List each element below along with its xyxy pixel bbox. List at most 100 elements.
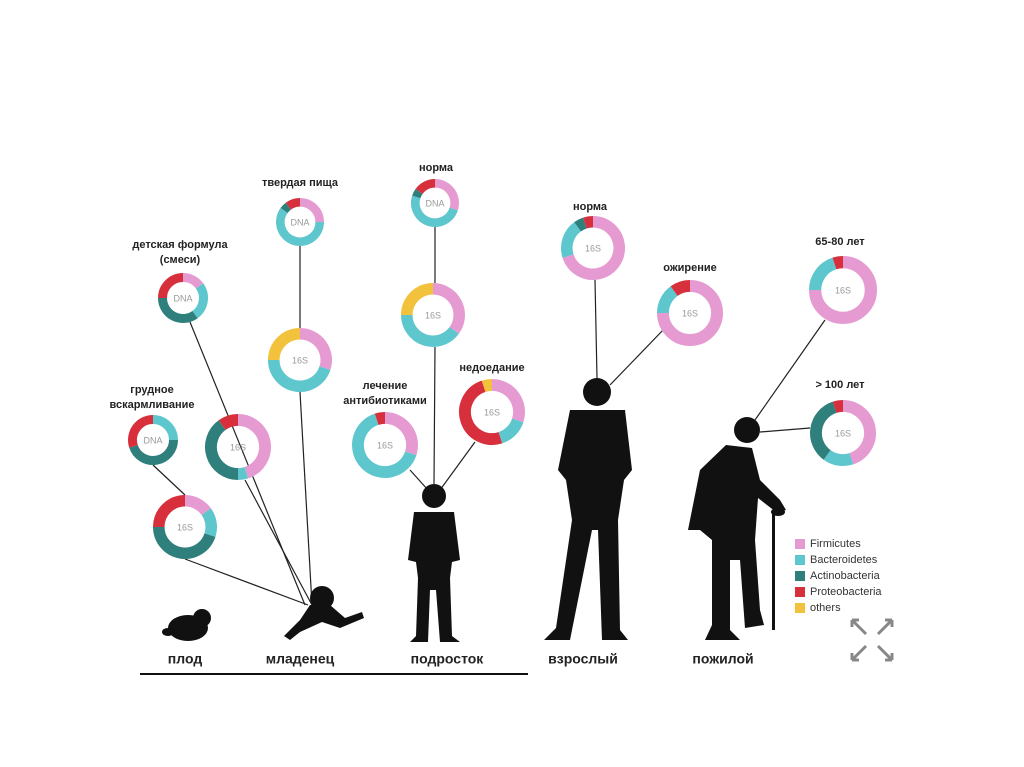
- donut-center-label: 16S: [425, 310, 441, 320]
- connector: [409, 469, 429, 491]
- donut-segment: [276, 207, 324, 246]
- donut-center-label: 16S: [230, 442, 246, 452]
- connector: [439, 441, 476, 491]
- donut-label: норма: [419, 162, 454, 174]
- connector: [594, 279, 598, 379]
- donut-segment: [657, 280, 723, 346]
- donut-center-label: DNA: [290, 217, 309, 227]
- donut-center-label: 16S: [682, 308, 698, 318]
- donut-segment: [268, 359, 331, 392]
- donut-segment: [384, 412, 418, 456]
- silhouettes: [162, 378, 786, 642]
- donut-segment: [842, 400, 876, 465]
- legend-swatch: [795, 603, 805, 613]
- legend-label: Proteobacteria: [810, 586, 882, 598]
- donut-label: ожирение: [663, 262, 717, 274]
- donut-segment: [670, 280, 691, 297]
- donut-center-label: DNA: [173, 293, 192, 303]
- donut-label: 65-80 лет: [815, 236, 865, 248]
- donut-center-label: DNA: [143, 435, 162, 445]
- donut: 16S 65-80 лет: [809, 236, 877, 324]
- donut-segment: [192, 283, 208, 319]
- donut-segment: [561, 222, 582, 258]
- donut-center-label: 16S: [377, 440, 393, 450]
- stage-label: пожилой: [692, 651, 753, 667]
- donut: 16S недоедание: [459, 362, 525, 445]
- connector: [433, 346, 436, 485]
- donut: 16S: [268, 328, 332, 392]
- donut-label: твердая пища: [262, 177, 339, 189]
- donut-segment: [411, 195, 458, 227]
- connector: [609, 327, 666, 386]
- donut-label: антибиотиками: [343, 395, 427, 407]
- donut: DNA твердая пища: [262, 177, 339, 246]
- legend-label: Actinobacteria: [810, 570, 881, 582]
- donut-segment: [459, 380, 503, 445]
- donut-segment: [823, 449, 854, 466]
- legend-label: Bacteroidetes: [810, 554, 878, 566]
- donut-segment: [562, 216, 625, 280]
- connector: [244, 479, 313, 606]
- donut-segment: [809, 256, 877, 324]
- donut-label: (смеси): [160, 254, 201, 266]
- donut-segment: [401, 314, 459, 347]
- donut-center-label: 16S: [484, 407, 500, 417]
- donut-segment: [401, 283, 434, 316]
- elderly: [688, 417, 786, 640]
- stage-label: плод: [168, 651, 203, 667]
- donut-segment: [237, 414, 271, 479]
- legend-label: others: [810, 602, 841, 614]
- donut: DNA детская формула (смеси): [132, 239, 229, 323]
- donut-segment: [285, 198, 301, 210]
- donut-segment: [352, 413, 417, 478]
- donut-segment: [574, 217, 587, 232]
- donut-segment: [184, 495, 211, 516]
- donut: DNA норма: [411, 162, 459, 227]
- donut-segment: [152, 415, 178, 441]
- donut: 16S лечение антибиотиками: [343, 380, 427, 478]
- donut: 16S > 100 лет: [810, 379, 876, 466]
- donut-segment: [583, 216, 594, 229]
- donut: 16S: [153, 495, 217, 559]
- donut-label: вскармливание: [110, 399, 195, 411]
- donut-segment: [412, 188, 423, 199]
- donut-segment: [158, 273, 184, 299]
- donut-center-label: 16S: [835, 285, 851, 295]
- donut-segment: [832, 400, 844, 413]
- donut-segment: [299, 328, 332, 370]
- donut-segment: [268, 328, 301, 361]
- connectors: [152, 227, 826, 606]
- legend-swatch: [795, 539, 805, 549]
- fetus: [162, 609, 211, 641]
- donut-label: > 100 лет: [815, 379, 865, 391]
- donut-segment: [832, 256, 844, 270]
- donut-center-label: 16S: [585, 243, 601, 253]
- legend-label: Firmicutes: [810, 538, 861, 550]
- stage-label: подросток: [411, 651, 485, 667]
- donut: 16S: [205, 414, 271, 480]
- stage-label: взрослый: [548, 651, 618, 667]
- donut-segment: [809, 257, 837, 291]
- donut-segment: [432, 283, 465, 334]
- donut-segment: [201, 508, 217, 537]
- donut-label: норма: [573, 201, 608, 213]
- donut-label: грудное: [130, 384, 173, 396]
- donut-segment: [129, 439, 178, 465]
- donut: 16S норма: [561, 201, 625, 280]
- child: [408, 484, 460, 642]
- donut-segment: [237, 467, 249, 480]
- connector: [299, 391, 313, 606]
- connector: [152, 464, 186, 496]
- donut-center-label: 16S: [177, 522, 193, 532]
- donut-segment: [491, 379, 525, 423]
- donut-center-label: 16S: [292, 355, 308, 365]
- donut-segment: [415, 179, 436, 195]
- donut: 16S ожирение: [657, 262, 723, 346]
- donut: DNA грудное вскармливание: [110, 384, 195, 465]
- donut-segment: [153, 526, 216, 559]
- donut-center-label: DNA: [425, 198, 444, 208]
- donut-segment: [657, 286, 678, 314]
- donut-segment: [153, 495, 186, 528]
- expand-icon: [850, 618, 894, 662]
